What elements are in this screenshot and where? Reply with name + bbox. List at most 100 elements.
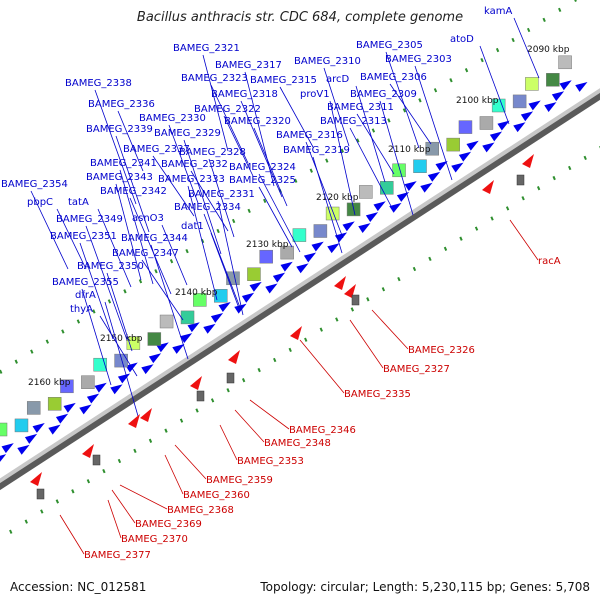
reverse-gene-label: BAMEG_2360 xyxy=(183,490,250,501)
reverse-gene-label: BAMEG_2348 xyxy=(264,438,331,449)
forward-gene-label: BAMEG_2313 xyxy=(320,116,387,127)
ruler-tick-label: 2150 kbp xyxy=(100,334,143,344)
gene-arrow xyxy=(249,281,262,292)
gene-arrow xyxy=(86,393,100,404)
reverse-leader-line xyxy=(59,514,85,555)
gene-arrow xyxy=(296,263,309,274)
forward-tick-mark xyxy=(309,168,313,173)
ruler-tick-label: 2090 kbp xyxy=(527,45,570,55)
forward-leader-line xyxy=(253,127,288,207)
forward-gene-label: BAMEG_2322 xyxy=(194,104,261,115)
reverse-tick-mark xyxy=(568,165,572,171)
reverse-tick-mark xyxy=(179,418,184,423)
gene-arrow xyxy=(373,201,386,212)
reverse-tick-mark xyxy=(273,357,277,363)
gene-arrow xyxy=(187,322,200,333)
forward-gene-label: BAMEG_2349 xyxy=(56,214,123,225)
gene-arrow xyxy=(435,160,448,171)
gene-arrow xyxy=(172,344,185,354)
forward-gene-label: BAMEG_2305 xyxy=(356,40,423,51)
forward-leader-line xyxy=(305,141,344,239)
reverse-tick-mark xyxy=(288,347,292,352)
forward-leader-line xyxy=(323,67,350,147)
reverse-tick-mark xyxy=(102,468,106,474)
gene-arrow xyxy=(32,423,45,433)
gene-arrow xyxy=(528,100,541,111)
forward-tick-mark xyxy=(107,299,112,304)
forward-tick-mark xyxy=(542,17,546,23)
forward-leader-line xyxy=(414,65,453,181)
reverse-tick-mark xyxy=(195,408,199,413)
reverse-gene-arrow xyxy=(344,284,356,298)
forward-gene-label: BAMEG_2320 xyxy=(224,116,291,127)
gene-arrow xyxy=(489,131,503,142)
gene-block xyxy=(0,422,8,437)
forward-gene-label: BAMEG_2342 xyxy=(100,186,167,197)
gene-arrow xyxy=(148,353,162,364)
forward-tick-mark xyxy=(138,279,143,284)
forward-leader-line xyxy=(223,115,254,177)
forward-leader-line xyxy=(190,170,229,232)
reverse-gene-arrow xyxy=(140,408,152,422)
reverse-leader-line xyxy=(164,454,184,495)
forward-gene-label: BAMEG_2341 xyxy=(90,158,157,169)
gene-block xyxy=(512,94,527,109)
gene-block xyxy=(93,357,107,372)
gene-arrow xyxy=(218,302,231,312)
forward-leader-line xyxy=(385,51,420,149)
summary-text: Topology: circular; Length: 5,230,115 bp… xyxy=(260,580,590,594)
gene-arrow xyxy=(48,424,61,435)
forward-gene-label: BAMEG_2318 xyxy=(211,89,278,100)
gene-arrow xyxy=(265,283,278,294)
reverse-gene-label: BAMEG_2377 xyxy=(84,550,151,561)
gene-block xyxy=(380,181,394,195)
forward-gene-label: BAMEG_2354 xyxy=(1,179,68,190)
forward-tick-mark xyxy=(294,178,298,183)
forward-tick-mark xyxy=(0,369,3,374)
forward-tick-mark xyxy=(14,359,18,364)
gene-arrow xyxy=(210,312,224,323)
forward-gene-label: BAMEG_2339 xyxy=(86,124,153,135)
gene-arrow xyxy=(303,252,317,263)
forward-tick-mark xyxy=(263,198,267,203)
backbone-highlight xyxy=(0,88,600,484)
forward-leader-line xyxy=(329,100,356,216)
reverse-tick-mark xyxy=(319,327,323,332)
gene-block xyxy=(479,116,494,130)
forward-tick-mark xyxy=(433,88,438,93)
forward-leader-line xyxy=(104,301,139,417)
reverse-tick-mark xyxy=(241,378,246,383)
forward-leader-line xyxy=(85,225,128,341)
gene-block xyxy=(458,120,473,134)
gene-arrow xyxy=(203,323,216,334)
forward-leader-line xyxy=(203,213,242,311)
forward-leader-line xyxy=(81,288,112,386)
gene-arrow xyxy=(559,80,572,91)
gene-arrow xyxy=(179,333,193,344)
reverse-gene-label: BAMEG_2370 xyxy=(121,534,188,545)
reverse-gene-arrow xyxy=(128,414,140,428)
forward-gene-label: proV1 xyxy=(300,89,330,100)
forward-gene-label: BAMEG_2338 xyxy=(65,78,132,89)
reverse-tick-mark xyxy=(40,509,44,514)
reverse-gene-label: BAMEG_2359 xyxy=(206,475,273,486)
reverse-gene-label: racA xyxy=(538,256,561,267)
gene-block xyxy=(280,245,294,260)
forward-gene-label: BAMEG_2324 xyxy=(229,162,296,173)
reverse-gene-arrow xyxy=(522,154,534,168)
gene-block xyxy=(47,397,62,411)
reverse-gene-label: BAMEG_2335 xyxy=(344,389,411,400)
gene-block xyxy=(392,163,406,178)
reverse-tick-mark xyxy=(117,458,122,464)
reverse-tick-mark xyxy=(397,276,401,282)
forward-leader-line xyxy=(479,45,510,125)
gene-block xyxy=(147,332,162,346)
forward-tick-mark xyxy=(387,118,391,123)
reverse-tick-mark xyxy=(9,529,13,534)
forward-gene-label: pbpC xyxy=(27,197,53,208)
reverse-tick-mark xyxy=(521,196,525,201)
forward-gene-label: BAMEG_2355 xyxy=(52,277,119,288)
gene-block xyxy=(14,418,29,433)
forward-gene-label: BAMEG_2317 xyxy=(215,60,282,71)
